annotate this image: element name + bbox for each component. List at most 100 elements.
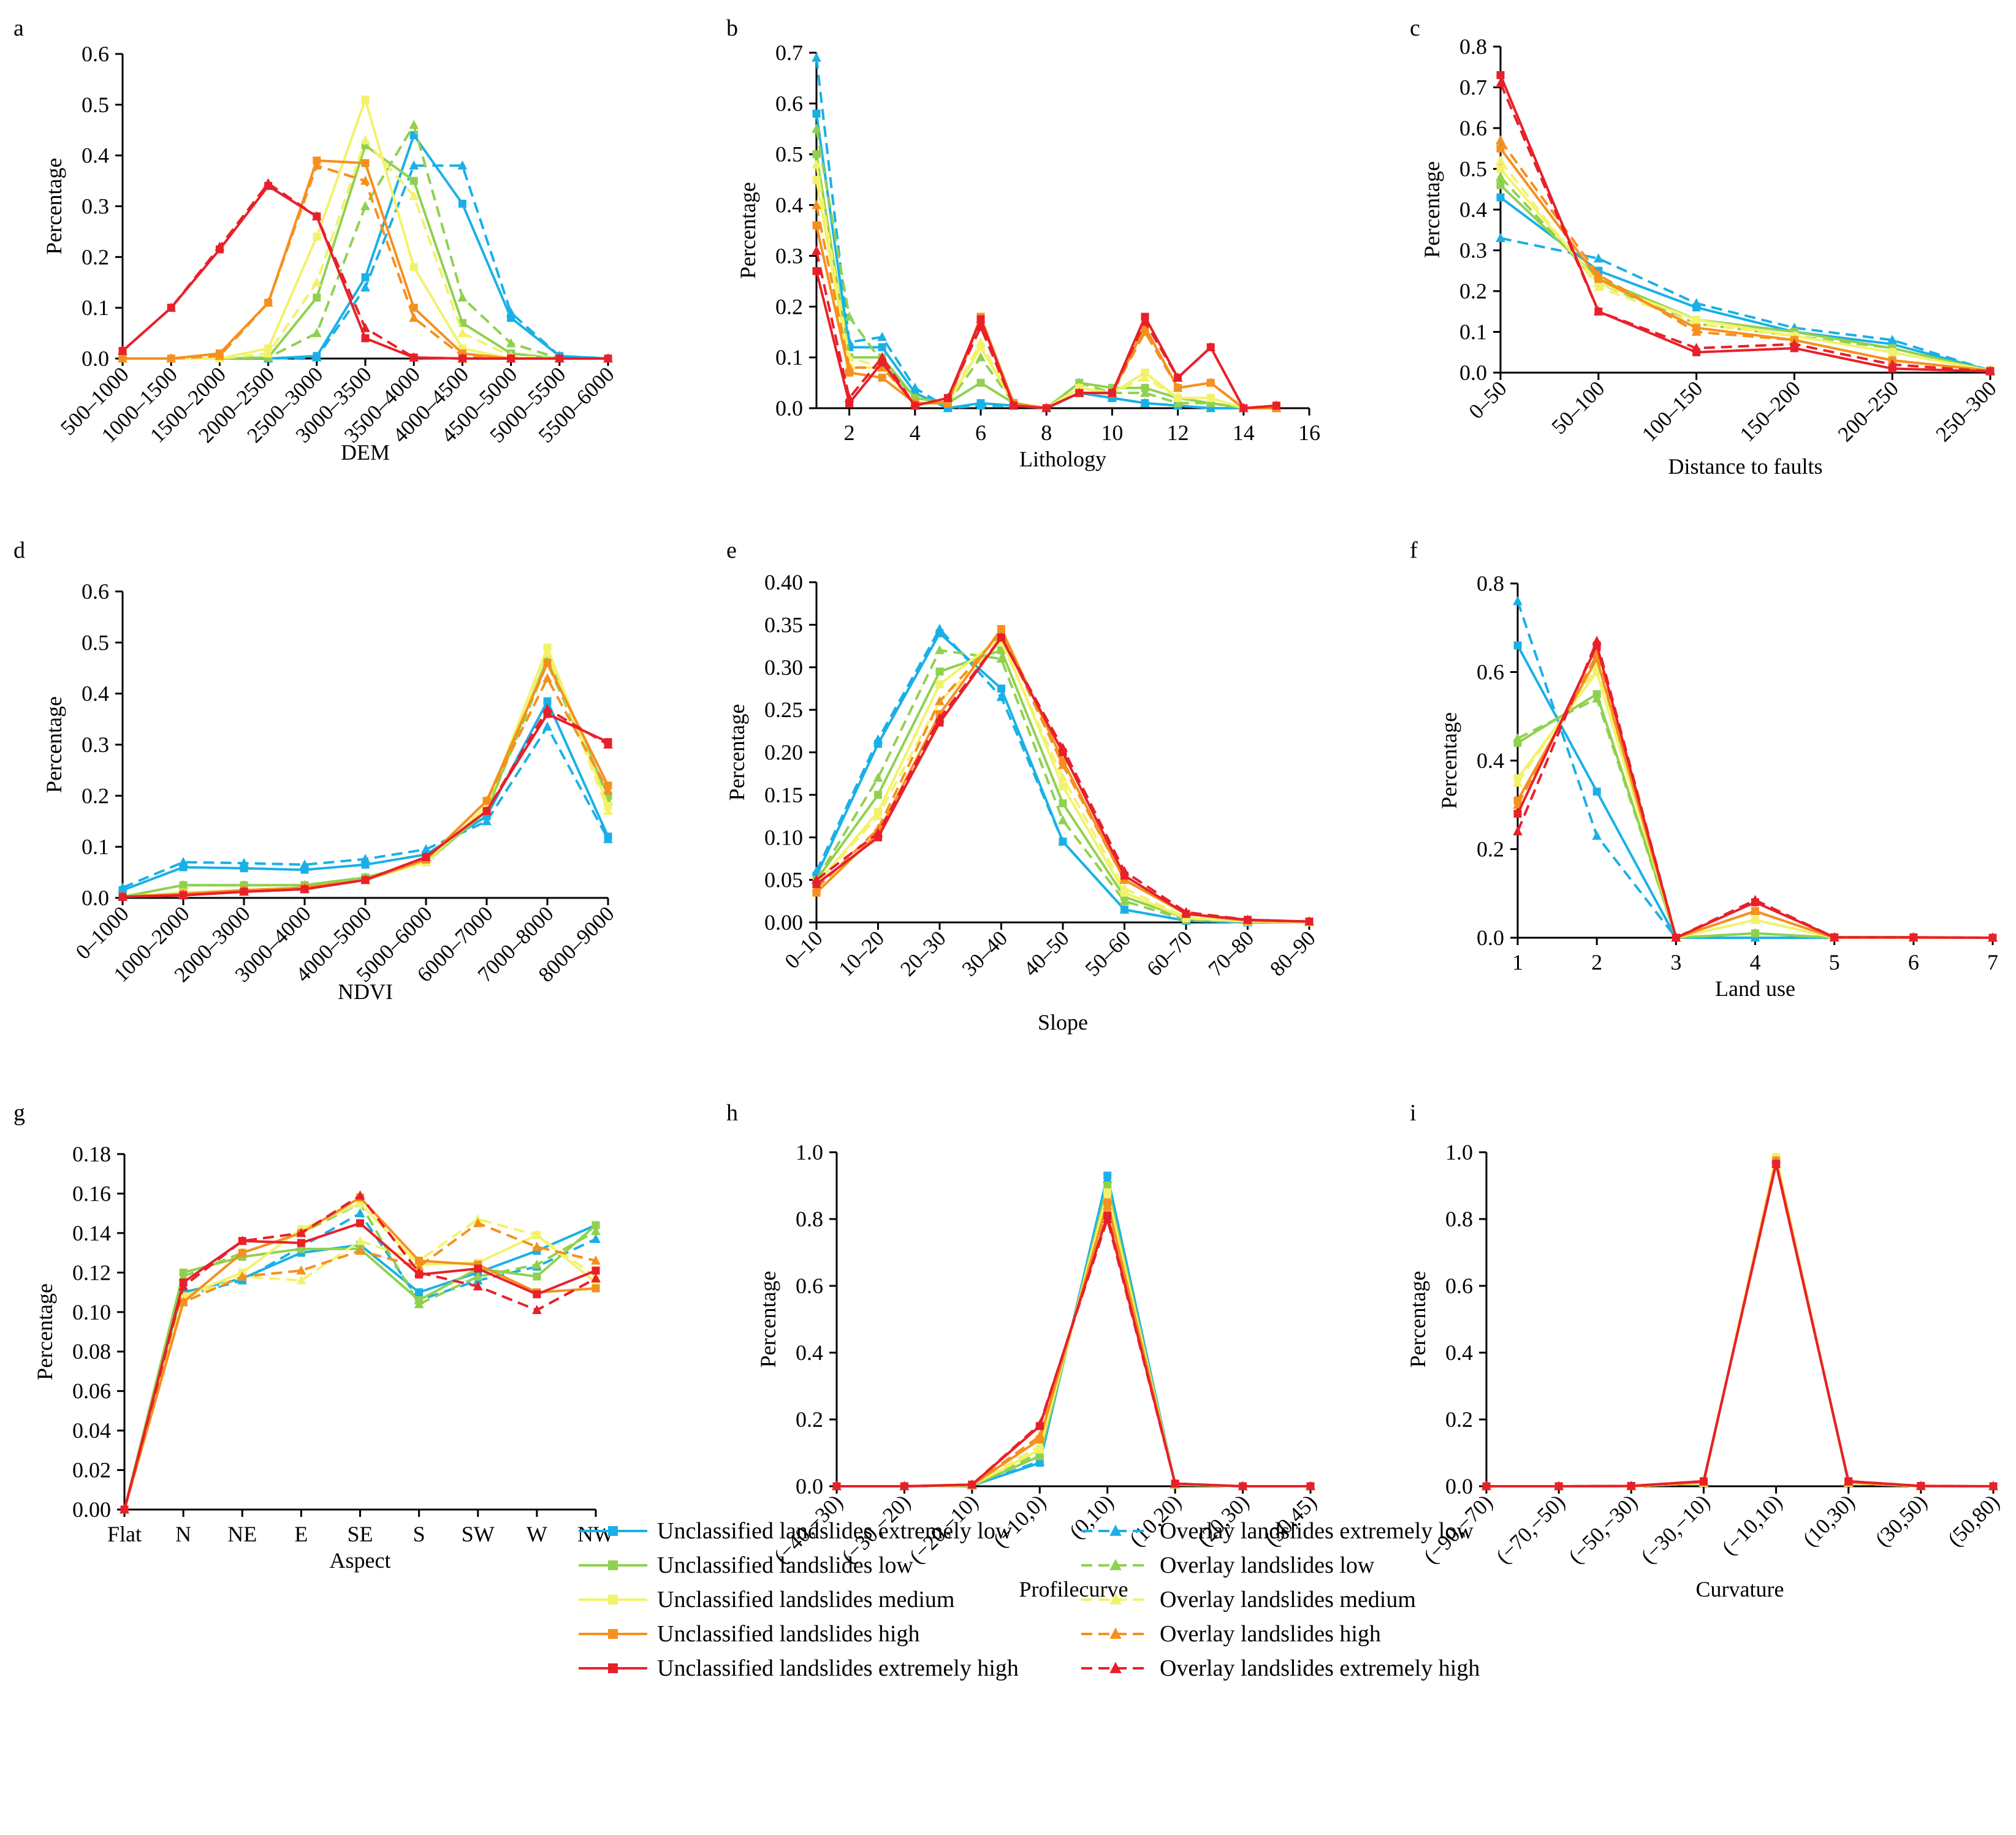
y-tick-label: 0.0 xyxy=(1477,925,1504,950)
data-point-triangle xyxy=(355,1236,365,1245)
data-point-triangle xyxy=(996,653,1006,663)
data-point-triangle xyxy=(542,721,552,731)
data-point-square xyxy=(533,1290,541,1299)
data-point-square xyxy=(297,1239,305,1247)
data-point-triangle xyxy=(1887,359,1898,369)
series-line xyxy=(1499,74,1991,373)
data-point-square xyxy=(361,273,370,281)
data-point-triangle xyxy=(1140,387,1150,397)
series-unc_h xyxy=(832,1198,1315,1491)
series-ovl_m xyxy=(1496,155,1995,375)
x-tick-label: 20–30 xyxy=(896,926,950,981)
data-point-triangle xyxy=(360,322,370,332)
y-tick-label: 0.10 xyxy=(764,825,803,849)
data-point-triangle xyxy=(1109,1593,1122,1605)
x-tick-label: NE xyxy=(227,1522,257,1546)
data-point-triangle xyxy=(178,1271,188,1281)
y-tick-label: 0.16 xyxy=(72,1181,111,1206)
data-point-triangle xyxy=(409,120,419,129)
data-point-triangle xyxy=(360,875,370,884)
data-point-triangle xyxy=(457,160,468,170)
data-point-triangle xyxy=(1109,1559,1122,1570)
y-tick-label: 0.1 xyxy=(1459,320,1487,344)
data-point-triangle xyxy=(873,772,883,782)
x-tick-label: (50,80) xyxy=(1943,1490,2004,1551)
x-tick-label: 14 xyxy=(1233,420,1255,445)
y-tick-label: 0.20 xyxy=(764,740,803,765)
y-tick-label: 0.4 xyxy=(1459,197,1487,222)
data-point-triangle xyxy=(1698,1476,1709,1486)
data-point-square xyxy=(608,1595,618,1605)
data-point-triangle xyxy=(263,178,273,188)
x-tick-label: 200–250 xyxy=(1833,376,1903,446)
data-point-triangle xyxy=(482,796,492,805)
data-point-triangle xyxy=(899,1481,910,1491)
data-point-triangle xyxy=(873,810,883,820)
data-point-square xyxy=(356,1219,364,1228)
data-point-triangle xyxy=(1771,1158,1781,1168)
y-axis-label: Percentage xyxy=(736,182,760,279)
legend-swatch-icon xyxy=(1081,1524,1150,1536)
y-tick-label: 0.1 xyxy=(82,295,109,320)
y-tick-label: 0.00 xyxy=(764,910,803,935)
data-point-triangle xyxy=(360,854,370,864)
data-point-triangle xyxy=(1140,327,1150,336)
data-point-square xyxy=(543,697,552,705)
data-point-triangle xyxy=(591,1255,601,1265)
series-ovl_eh xyxy=(118,178,613,363)
x-tick-label: 250–300 xyxy=(1931,376,2001,446)
data-point-triangle xyxy=(414,1261,424,1271)
y-tick-label: 0.2 xyxy=(1459,279,1487,303)
legend-label: Unclassified landslides low xyxy=(657,1552,913,1578)
legend-swatch-icon xyxy=(579,1663,647,1673)
x-tick-label: SE xyxy=(347,1522,373,1546)
y-tick-label: 0.5 xyxy=(82,630,109,655)
y-tick-label: 0.18 xyxy=(72,1142,111,1166)
series-line xyxy=(1499,168,1991,372)
data-point-square xyxy=(608,1526,618,1536)
data-point-triangle xyxy=(591,1226,601,1236)
y-tick-label: 0.4 xyxy=(1477,748,1504,773)
data-point-triangle xyxy=(457,328,468,338)
data-point-triangle xyxy=(1513,777,1523,787)
panel-label: h xyxy=(726,1100,738,1126)
legend-item-ovl-l: Overlay landslides low xyxy=(1079,1548,1374,1582)
data-point-triangle xyxy=(414,1267,424,1277)
data-point-triangle xyxy=(1074,387,1084,397)
y-tick-label: 0.0 xyxy=(775,396,803,420)
x-axis-label: Land use xyxy=(1715,976,1795,1001)
x-tick-label: 3 xyxy=(1670,950,1681,974)
data-point-triangle xyxy=(532,1304,542,1314)
series-ovl_eh xyxy=(118,704,613,901)
data-point-triangle xyxy=(1173,382,1183,392)
data-point-triangle xyxy=(1887,347,1898,357)
data-point-square xyxy=(474,1264,482,1273)
x-tick-label: (−10,10) xyxy=(1717,1490,1787,1560)
series-line xyxy=(121,184,608,360)
data-point-triangle xyxy=(1985,366,1995,376)
data-point-triangle xyxy=(812,245,821,255)
y-tick-label: 0.0 xyxy=(796,1474,823,1499)
data-point-triangle xyxy=(1592,830,1602,840)
data-point-triangle xyxy=(1035,1430,1045,1440)
data-point-triangle xyxy=(1915,1480,1926,1490)
data-point-square xyxy=(997,684,1005,693)
y-tick-label: 0.40 xyxy=(764,570,803,595)
data-point-triangle xyxy=(976,321,986,331)
x-tick-label: 16 xyxy=(1298,420,1320,445)
x-tick-label: N xyxy=(175,1522,191,1546)
data-point-triangle xyxy=(1593,281,1603,291)
data-point-triangle xyxy=(414,1299,424,1309)
y-tick-label: 0.25 xyxy=(764,697,803,722)
data-point-triangle xyxy=(1593,253,1603,263)
data-point-square xyxy=(608,1663,618,1673)
data-point-triangle xyxy=(1306,1481,1315,1491)
x-tick-label: 40–50 xyxy=(1019,926,1073,981)
series-unc_eh xyxy=(832,1212,1315,1491)
panel-label: a xyxy=(13,15,24,41)
series-ovl_eh xyxy=(1513,636,1998,942)
series-unc_m xyxy=(1496,165,1995,375)
data-point-triangle xyxy=(1058,836,1068,846)
data-point-triangle xyxy=(300,859,310,869)
data-point-triangle xyxy=(1008,400,1019,410)
